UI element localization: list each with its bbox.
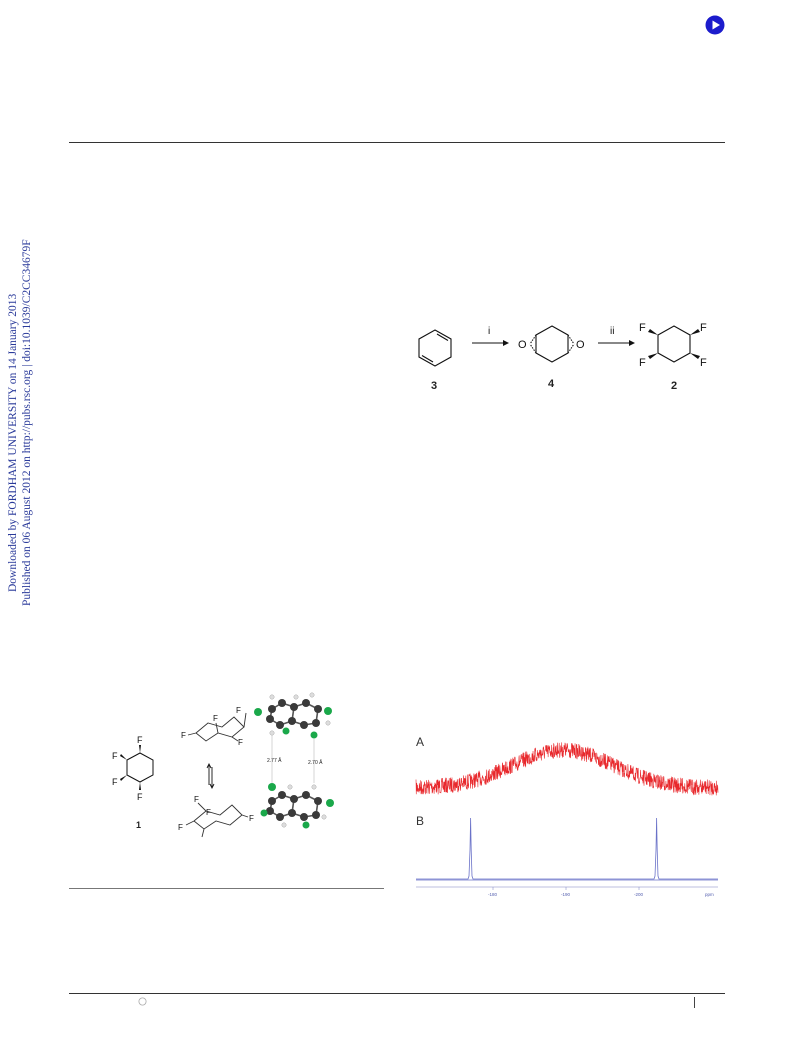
- download-notice: Downloaded by FORDHAM UNIVERSITY on 14 J…: [7, 293, 19, 592]
- left-figure: F F F F 1 F F F F F F F F: [112, 692, 334, 838]
- crystal-molecule-bottom: [260, 783, 334, 829]
- reaction-arrow-i: [472, 340, 509, 346]
- fluorine-top-right: F: [700, 322, 707, 334]
- compound-1-wedges: [120, 745, 141, 790]
- axis-unit-label: ppm: [705, 892, 714, 897]
- x-axis: [416, 886, 718, 890]
- c1-fluorine-1: F: [137, 735, 143, 745]
- chair-bottom-fluorine-4: F: [206, 808, 211, 817]
- chair-top-fluorine-1: F: [181, 731, 186, 740]
- contact-lines: [271, 735, 315, 783]
- copyright-circle-icon: [138, 997, 147, 1006]
- compound-1-label: 1: [136, 820, 141, 830]
- chair-bottom-fluorine-1: F: [194, 795, 199, 804]
- epoxide-oxygen-left: O: [518, 339, 527, 351]
- footer-page-divider: [694, 997, 695, 1008]
- compound-3-structure: [418, 329, 452, 367]
- compound-1-structure: [126, 752, 154, 783]
- step-i-label: i: [488, 326, 490, 337]
- header-rule: [69, 142, 725, 144]
- tick-label-2: -190: [561, 892, 571, 897]
- c1-fluorine-4: F: [137, 792, 143, 802]
- side-watermark: Downloaded by FORDHAM UNIVERSITY on 14 J…: [0, 0, 40, 1039]
- play-icon[interactable]: [705, 15, 725, 35]
- tick-label-1: -180: [488, 892, 498, 897]
- panel-b-label: B: [416, 814, 424, 828]
- chair-conformer-bottom: [185, 802, 249, 838]
- compound-2-structure: [657, 325, 691, 363]
- reaction-arrow-ii: [598, 340, 635, 346]
- crystal-molecule-top: [254, 692, 332, 739]
- wedge-bonds: [648, 329, 700, 359]
- equilibrium-arrows: [206, 762, 215, 790]
- fluorine-bottom-right: F: [700, 357, 707, 369]
- footer-rule: [69, 993, 725, 995]
- c1-fluorine-3: F: [112, 777, 118, 787]
- compound-2-label: 2: [671, 380, 677, 392]
- chair-top-fluorine-4: F: [238, 738, 243, 747]
- compound-4-label: 4: [548, 378, 555, 390]
- spectrum-a: [415, 742, 719, 796]
- nmr-spectra-figure: A B -180 -190 -200 ppm: [415, 735, 719, 897]
- publication-notice[interactable]: Published on 06 August 2012 on http://pu…: [21, 239, 33, 606]
- chair-bottom-fluorine-3: F: [249, 814, 254, 823]
- spectrum-a-trace: [415, 742, 719, 796]
- chair-top-fluorine-3: F: [236, 706, 241, 715]
- tick-label-3: -200: [634, 892, 644, 897]
- c1-fluorine-2: F: [112, 751, 118, 761]
- contact-distance-1: 2.77 Å: [267, 757, 282, 764]
- chair-conformer-top: [187, 712, 247, 742]
- spectrum-b: [416, 817, 718, 881]
- compound-3-label: 3: [431, 380, 437, 392]
- reaction-scheme: 3 i O O 4 ii F F F F 2: [418, 322, 707, 392]
- fluorine-bottom-left: F: [639, 357, 646, 369]
- chair-bottom-fluorine-2: F: [178, 823, 183, 832]
- epoxide-oxygen-right: O: [576, 339, 585, 351]
- panel-a-label: A: [416, 735, 424, 749]
- fluorine-top-left: F: [639, 322, 646, 334]
- compound-4-structure: [529, 325, 575, 363]
- chair-top-fluorine-2: F: [213, 714, 218, 723]
- contact-distance-2: 2.70 Å: [308, 759, 323, 766]
- figure-divider: [69, 888, 384, 889]
- step-ii-label: ii: [610, 326, 614, 337]
